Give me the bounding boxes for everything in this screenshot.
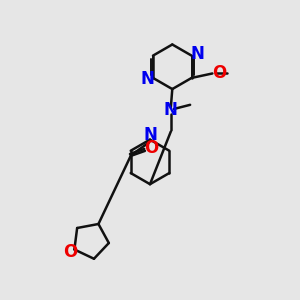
Text: N: N bbox=[164, 101, 178, 119]
Text: N: N bbox=[141, 70, 154, 88]
Text: O: O bbox=[63, 243, 77, 261]
Text: O: O bbox=[212, 64, 226, 82]
Text: N: N bbox=[143, 126, 157, 144]
Text: O: O bbox=[144, 139, 158, 157]
Text: N: N bbox=[190, 45, 204, 63]
